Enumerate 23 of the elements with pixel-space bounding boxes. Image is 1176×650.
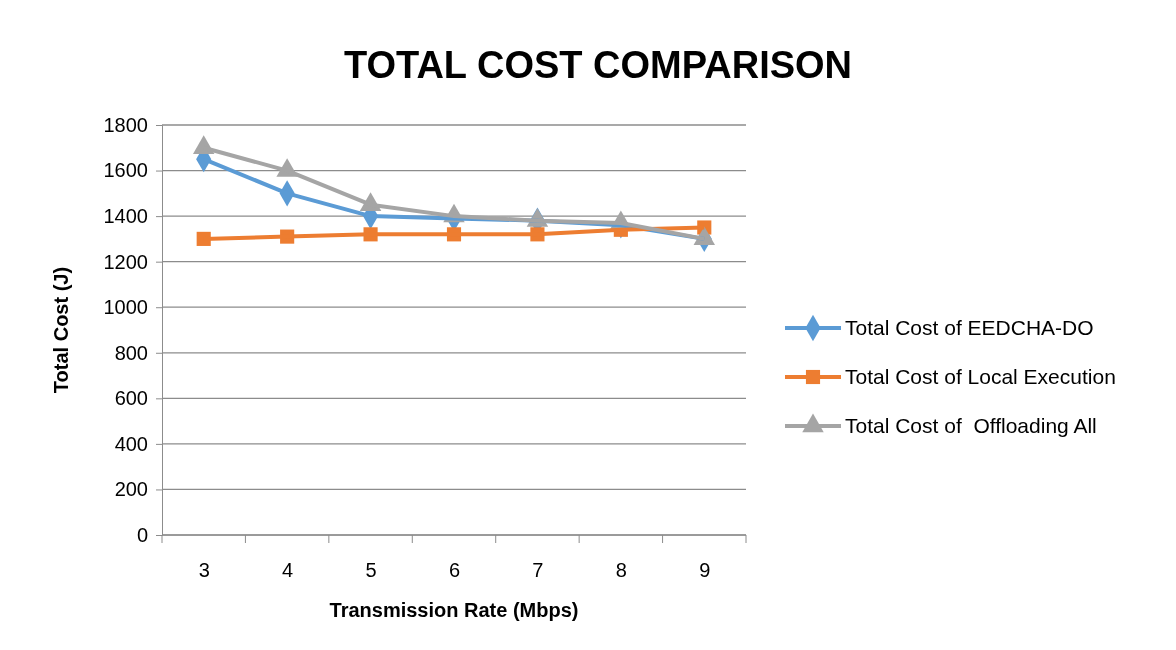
x-tick-label: 9 (699, 559, 711, 582)
legend-label: Total Cost of EEDCHA-DO (845, 316, 1094, 339)
x-axis-title: Transmission Rate (Mbps) (329, 599, 579, 621)
y-tick-label: 400 (114, 432, 148, 455)
y-tick-label: 800 (114, 341, 148, 364)
y-tick-label: 1000 (103, 296, 148, 319)
y-tick-label: 200 (114, 478, 148, 501)
y-tick-label: 1200 (103, 250, 148, 273)
x-tick-label: 7 (532, 559, 544, 582)
y-tick-label: 1800 (103, 113, 148, 136)
x-tick-label: 4 (282, 559, 294, 582)
y-tick-label: 0 (136, 523, 148, 546)
legend-label: Total Cost of Local Execution (845, 365, 1116, 388)
x-tick-label: 5 (365, 559, 377, 582)
legend-label: Total Cost of Offloading All (845, 414, 1097, 437)
y-axis-title: Total Cost (J) (50, 266, 72, 394)
chart-title: TOTAL COST COMPARISON (343, 44, 853, 86)
y-tick-label: 1600 (103, 159, 148, 182)
y-tick-label: 1400 (103, 205, 148, 228)
x-tick-label: 8 (615, 559, 627, 582)
x-tick-label: 3 (198, 559, 210, 582)
x-tick-label: 6 (448, 559, 461, 582)
y-tick-label: 600 (114, 387, 148, 410)
